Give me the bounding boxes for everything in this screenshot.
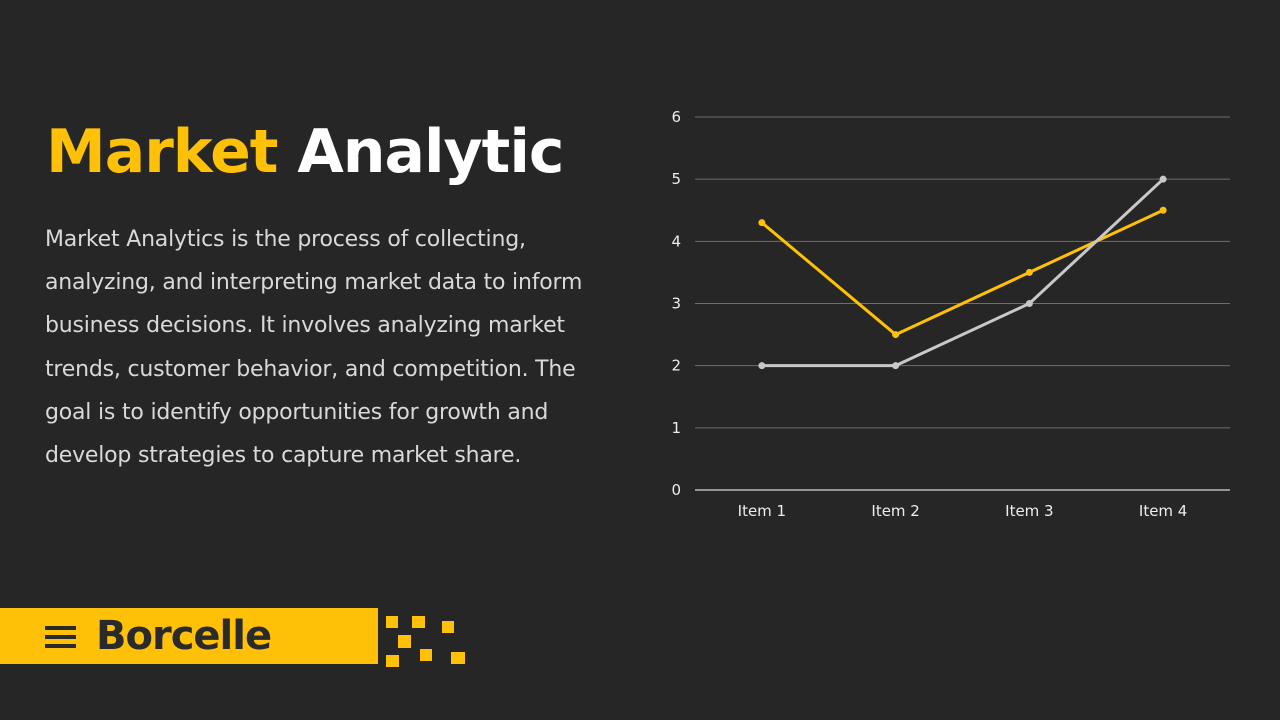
line-chart: 0 1 2 3 4 5 6 Item 1 Item 2 Item 3 Item 4 (671, 108, 1230, 520)
data-point (1159, 175, 1167, 183)
y-tick-label: 3 (671, 295, 681, 313)
series-line (760, 177, 1165, 368)
y-tick-label: 5 (671, 170, 681, 188)
data-point (1025, 268, 1033, 276)
slide-title: Market Analytic (46, 112, 564, 192)
x-axis-tick-labels: Item 1 Item 2 Item 3 Item 4 (738, 502, 1188, 520)
data-point (892, 362, 900, 370)
chart-series (758, 175, 1167, 370)
title-main-word: Analytic (297, 117, 564, 187)
pixel-pattern-decoration (384, 616, 474, 672)
x-tick-label: Item 3 (1005, 502, 1053, 520)
data-point (1025, 300, 1033, 307)
data-point (1159, 206, 1167, 214)
brand-name: Borcelle (96, 613, 272, 659)
y-tick-label: 0 (671, 481, 681, 499)
y-tick-label: 2 (671, 357, 681, 375)
series-1 (758, 206, 1167, 339)
description-text: Market Analytics is the process of colle… (45, 227, 583, 469)
y-tick-label: 4 (671, 232, 681, 250)
series-2 (758, 175, 1167, 370)
title-accent-word: Market (46, 117, 278, 187)
brand-bar: Borcelle (0, 608, 378, 664)
y-axis-tick-labels: 0 1 2 3 4 5 6 (671, 108, 681, 499)
x-tick-label: Item 2 (871, 502, 919, 520)
series-line (760, 208, 1165, 337)
data-point (758, 362, 766, 370)
hamburger-menu-icon[interactable] (45, 626, 76, 648)
y-tick-label: 1 (671, 419, 681, 437)
x-tick-label: Item 4 (1139, 502, 1187, 520)
x-tick-label: Item 1 (738, 502, 786, 520)
data-point (758, 219, 766, 227)
data-point (892, 331, 900, 339)
y-tick-label: 6 (671, 108, 681, 126)
